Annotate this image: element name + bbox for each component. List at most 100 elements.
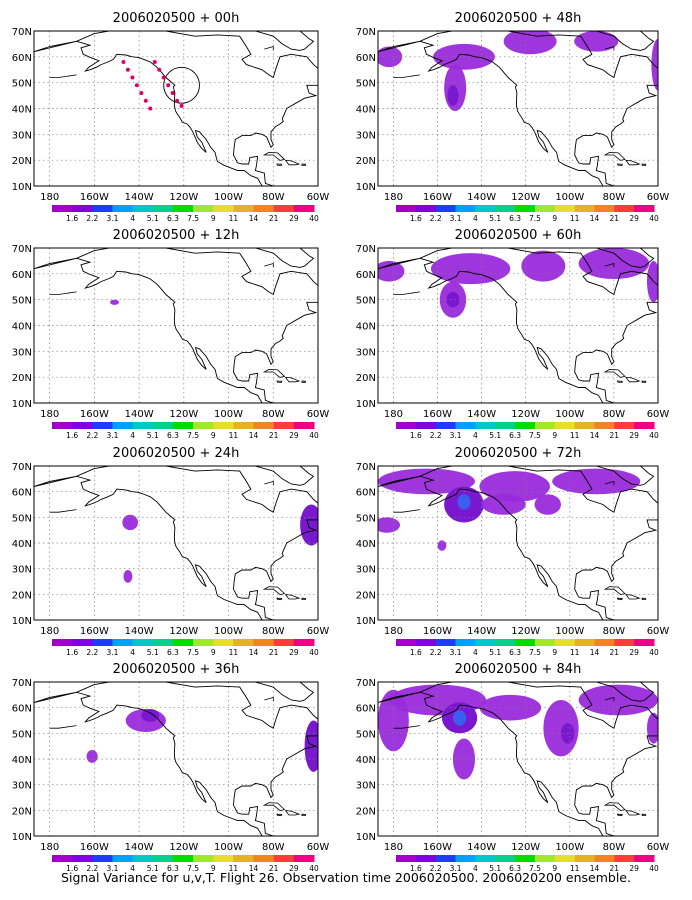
- colorbar-label: 5.1: [489, 648, 501, 657]
- colorbar-label: 1.6: [410, 864, 422, 873]
- coastline: [378, 248, 658, 403]
- coastline-caribbean: [276, 163, 283, 167]
- colorbar-swatch: [475, 422, 496, 429]
- coastline-aleutians: [49, 74, 77, 78]
- variance-contour: [122, 514, 138, 531]
- y-tick-label: 10N: [356, 832, 376, 843]
- coastline-baffin: [594, 682, 655, 702]
- colorbar-swatch: [396, 855, 417, 862]
- colorbar-swatch: [574, 422, 595, 429]
- target-circle: [163, 66, 200, 104]
- x-tick-label: 120W: [511, 842, 540, 853]
- x-tick-label: 180: [40, 842, 59, 853]
- y-tick-label: 60N: [356, 488, 376, 499]
- y-tick-label: 10N: [12, 399, 32, 410]
- x-tick-label: 160W: [80, 626, 109, 637]
- y-tick-label: 70N: [356, 27, 376, 38]
- coastline-caribbean: [616, 380, 623, 384]
- colorbar-swatch: [132, 422, 154, 429]
- colorbar-label: 14: [590, 214, 600, 223]
- coastline-aleutians: [49, 509, 77, 513]
- variance-contour: [479, 471, 550, 502]
- colorbar-label: 14: [249, 431, 259, 440]
- coastline: [34, 31, 318, 186]
- observation-dot: [148, 106, 153, 111]
- colorbar-label: 7.5: [187, 648, 199, 657]
- coastline-island: [604, 696, 615, 702]
- x-tick-label: 120W: [169, 842, 198, 853]
- colorbar-swatch: [112, 422, 134, 429]
- colorbar-swatch: [495, 855, 516, 862]
- variance-contour: [481, 494, 526, 515]
- plot-frame: [377, 681, 659, 837]
- colorbar-swatch: [52, 639, 73, 646]
- colorbar-label: 7.5: [529, 214, 541, 223]
- colorbar-swatch: [72, 205, 93, 212]
- colorbar-label: 4: [473, 864, 478, 873]
- x-tick-label: 100W: [214, 626, 243, 637]
- coastline-caribbean: [603, 802, 626, 812]
- colorbar-label: 2.2: [430, 648, 442, 657]
- colorbar-swatch: [132, 855, 154, 862]
- colorbar-swatch: [92, 639, 113, 646]
- x-tick-label: 80W: [603, 842, 626, 853]
- panel-title: 2006020500 + 24h: [113, 446, 240, 461]
- x-tick-label: 160W: [80, 192, 109, 203]
- colorbar-swatch: [273, 639, 295, 646]
- variance-contour: [651, 38, 658, 91]
- map-panel: 2006020500 + 00h 10N 20N 30N 40N 50N 60N 70N 180…: [12, 11, 330, 223]
- colorbar-label: 4: [130, 214, 135, 223]
- x-tick-label: 180: [40, 192, 59, 203]
- colorbar-swatch: [92, 422, 113, 429]
- colorbar-label: 6.3: [167, 431, 179, 440]
- colorbar-swatch: [495, 205, 516, 212]
- colorbar-swatch: [253, 855, 275, 862]
- colorbar-label: 14: [590, 431, 600, 440]
- panel-title: 2006020500 + 84h: [455, 662, 582, 677]
- colorbar-swatch: [52, 855, 73, 862]
- colorbar-swatch: [554, 639, 576, 646]
- plot-frame: [33, 30, 319, 187]
- panel-title: 2006020500 + 72h: [455, 446, 582, 461]
- colorbar-label: 21: [269, 648, 279, 657]
- coastline-caribbean: [301, 597, 306, 600]
- colorbar-label: 1.6: [410, 648, 422, 657]
- coastline-caribbean: [625, 376, 641, 383]
- x-tick-label: 140W: [125, 626, 154, 637]
- y-tick-label: 70N: [356, 244, 376, 255]
- colorbar-label: 14: [590, 864, 600, 873]
- colorbar-label: 21: [269, 864, 279, 873]
- colorbar-swatch: [132, 639, 154, 646]
- coastline-caribbean: [262, 802, 286, 812]
- colorbar-swatch: [515, 855, 536, 862]
- y-tick-label: 60N: [12, 488, 32, 499]
- x-tick-label: 140W: [467, 626, 496, 637]
- colorbar-swatch: [534, 639, 556, 646]
- colorbar-label: 9: [211, 864, 216, 873]
- y-tick-label: 30N: [356, 781, 376, 792]
- x-tick-label: 180: [40, 409, 59, 420]
- colorbar-label: 29: [629, 864, 639, 873]
- variance-contour: [646, 260, 658, 303]
- colorbar-swatch: [515, 205, 536, 212]
- colorbar-swatch: [253, 639, 275, 646]
- colorbar-label: 29: [289, 431, 299, 440]
- colorbar-label: 40: [309, 431, 319, 440]
- observation-dot: [166, 83, 171, 88]
- colorbar-label: 3.1: [106, 214, 118, 223]
- coastline-caribbean: [641, 163, 647, 166]
- colorbar-label: 11: [570, 648, 580, 657]
- colorbar-label: 11: [229, 864, 239, 873]
- y-tick-label: 60N: [12, 53, 32, 64]
- colorbar-label: 11: [570, 431, 580, 440]
- colorbar-label: 5.1: [147, 648, 159, 657]
- colorbar-label: 2.2: [86, 214, 98, 223]
- x-tick-label: 160W: [423, 626, 452, 637]
- colorbar-swatch: [213, 422, 234, 429]
- coastline-island: [264, 45, 274, 51]
- colorbar-label: 1.6: [66, 431, 78, 440]
- colorbar-swatch: [396, 639, 417, 646]
- x-tick-label: 180: [384, 842, 403, 853]
- colorbar-swatch: [152, 639, 174, 646]
- colorbar-label: 6.3: [509, 431, 521, 440]
